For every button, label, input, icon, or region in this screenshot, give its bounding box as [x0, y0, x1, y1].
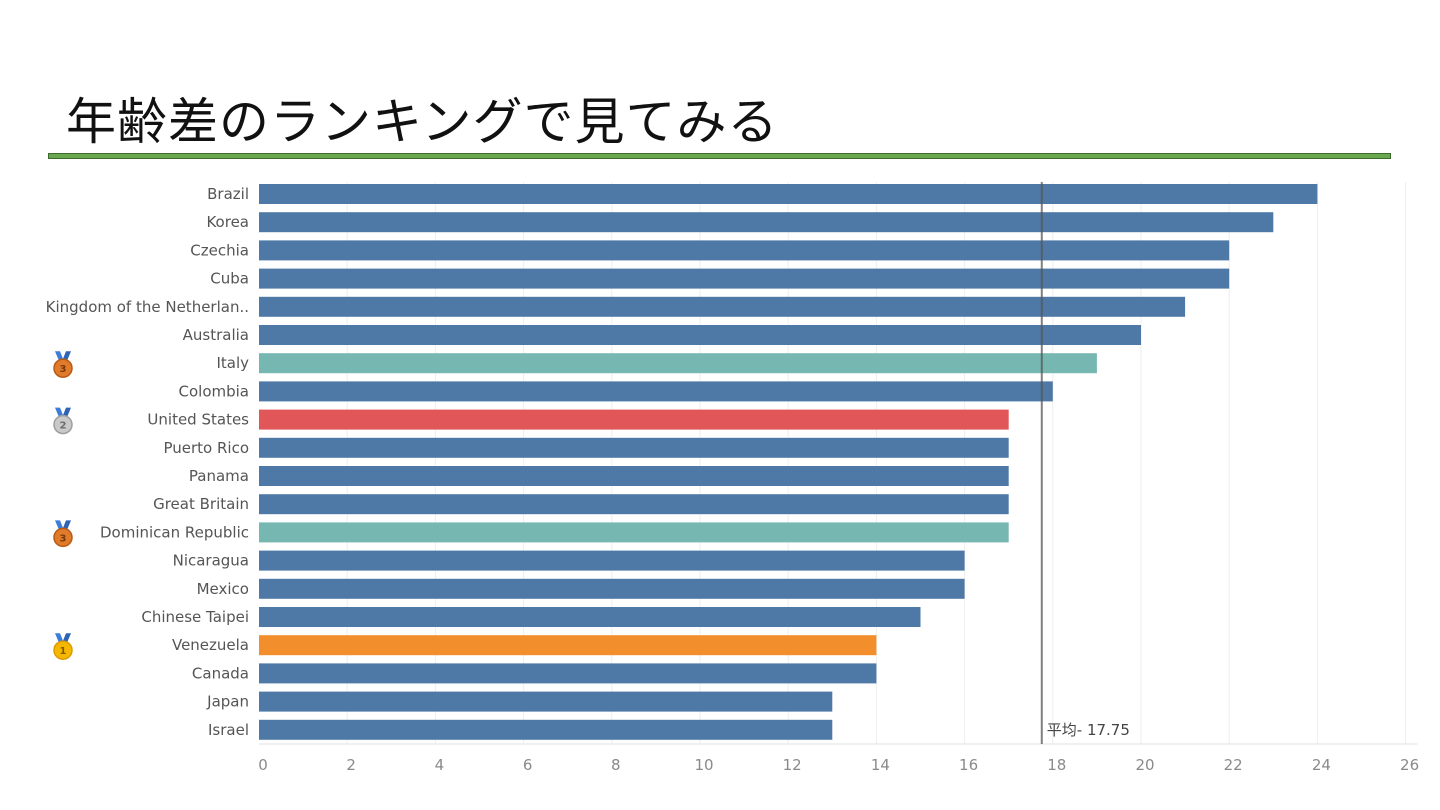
bar: [259, 212, 1274, 233]
medal-rank-label: 3: [60, 364, 67, 375]
x-tick-label: 20: [1135, 756, 1154, 774]
x-tick-label: 2: [346, 756, 356, 774]
bar: [259, 437, 1009, 458]
gold-medal-icon: 1: [53, 633, 73, 660]
category-label: Australia: [183, 326, 249, 344]
category-label: Canada: [192, 664, 249, 682]
bar: [259, 691, 833, 712]
category-label: Kingdom of the Netherlan..: [46, 298, 249, 316]
x-tick-label: 16: [959, 756, 978, 774]
bar: [259, 578, 965, 599]
category-label: Puerto Rico: [163, 439, 249, 457]
bar: [259, 381, 1053, 402]
category-label: Chinese Taipei: [141, 608, 249, 626]
bar: [259, 268, 1230, 289]
bar: [259, 353, 1097, 374]
x-tick-label: 22: [1224, 756, 1243, 774]
bar: [259, 522, 1009, 543]
category-label: Cuba: [210, 270, 249, 288]
bar: [259, 325, 1141, 345]
slide-title: 年齢差のランキングで見てみる: [66, 93, 779, 151]
category-label: Italy: [216, 354, 249, 372]
category-label: Mexico: [197, 580, 249, 598]
category-label: Nicaragua: [173, 552, 249, 570]
x-tick-label: 8: [611, 756, 621, 774]
bar: [259, 296, 1186, 317]
category-label: Israel: [208, 721, 249, 739]
category-label: Great Britain: [153, 495, 249, 513]
x-tick-label: 12: [783, 756, 802, 774]
category-label: Colombia: [179, 382, 250, 400]
silver-medal-icon: 2: [53, 407, 73, 435]
x-tick-label: 18: [1047, 756, 1066, 774]
average-reference-label: 平均- 17.75: [1047, 721, 1130, 739]
bar: [259, 635, 877, 656]
x-tick-label: 6: [523, 756, 533, 774]
category-label: Dominican Republic: [100, 523, 249, 541]
category-label: Brazil: [207, 185, 249, 203]
category-label: Venezuela: [172, 636, 249, 654]
bar: [259, 494, 1009, 515]
medal-rank-label: 2: [60, 421, 67, 432]
bar: [259, 466, 1009, 486]
bar: [259, 550, 965, 571]
category-label: United States: [147, 411, 249, 429]
bronze-medal-icon: 3: [53, 351, 73, 378]
bar: [259, 607, 921, 627]
bar: [259, 184, 1318, 204]
category-label: Czechia: [190, 241, 249, 259]
x-tick-label: 26: [1400, 756, 1419, 774]
medal-rank-label: 1: [60, 646, 67, 657]
bronze-medal-icon: 3: [53, 520, 73, 548]
bar: [259, 719, 833, 740]
x-tick-label: 0: [258, 756, 268, 774]
x-tick-label: 4: [435, 756, 445, 774]
category-label: Korea: [206, 213, 249, 231]
bar: [259, 240, 1230, 261]
x-tick-label: 24: [1312, 756, 1331, 774]
category-label: Japan: [206, 693, 249, 711]
category-label: Panama: [189, 467, 249, 485]
bar: [259, 663, 877, 684]
x-tick-label: 10: [694, 756, 713, 774]
title-rule: [48, 153, 1391, 159]
bar: [259, 409, 1009, 430]
x-tick-label: 14: [871, 756, 890, 774]
medal-rank-label: 3: [60, 533, 67, 544]
